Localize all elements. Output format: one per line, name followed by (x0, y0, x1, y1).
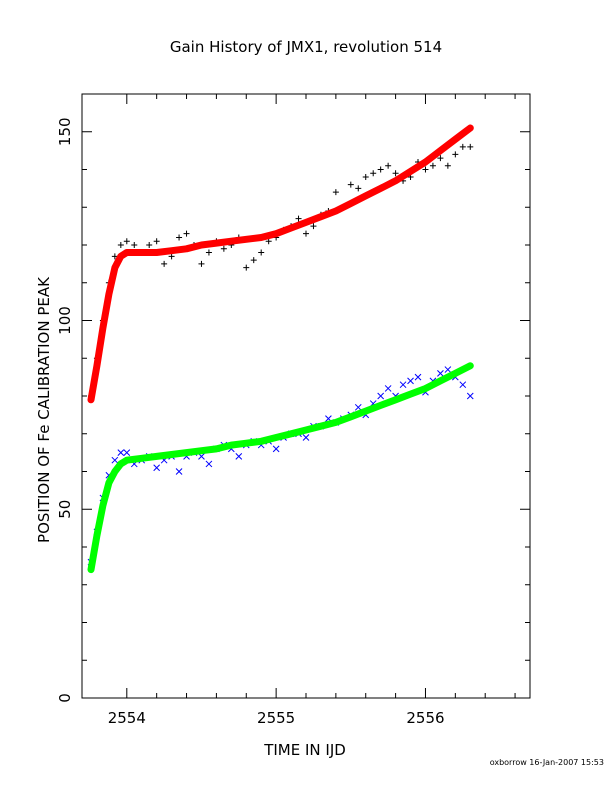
data-point-0 (459, 143, 466, 150)
data-point-0 (131, 242, 138, 248)
data-point-0 (161, 260, 168, 267)
data-point-0 (250, 257, 257, 264)
data-point-0 (295, 215, 302, 222)
data-point-0 (347, 181, 354, 188)
fit-line-1 (87, 124, 474, 404)
data-point-2 (354, 403, 362, 411)
data-point-0 (385, 162, 392, 169)
x-tick-label: 2555 (257, 709, 295, 727)
data-point-0 (303, 230, 309, 237)
data-point-2 (466, 392, 474, 400)
data-point-0 (183, 230, 190, 237)
data-point-0 (123, 238, 130, 245)
data-point-0 (198, 260, 205, 267)
data-point-2 (437, 369, 444, 377)
data-point-0 (392, 170, 399, 177)
data-point-0 (146, 242, 153, 248)
data-point-0 (437, 155, 444, 162)
data-point-0 (258, 249, 265, 256)
data-point-2 (414, 373, 422, 381)
data-point-2 (407, 377, 414, 385)
data-point-2 (302, 434, 310, 441)
x-tick-label: 2556 (406, 709, 444, 727)
data-point-0 (452, 151, 459, 158)
x-tick-label: 2554 (108, 709, 146, 727)
data-point-2 (235, 453, 243, 460)
y-axis-label: POSITION OF Fe CALIBRATION PEAK (35, 276, 53, 543)
data-point-2 (175, 468, 183, 475)
data-point-2 (153, 464, 161, 472)
data-point-2 (272, 445, 280, 453)
data-point-0 (467, 143, 474, 150)
data-point-2 (123, 449, 131, 456)
y-tick-label: 50 (56, 500, 74, 519)
data-point-0 (370, 170, 377, 177)
data-point-2 (384, 385, 392, 392)
data-point-0 (117, 242, 124, 248)
data-point-0 (243, 264, 250, 271)
data-point-2 (111, 456, 119, 464)
data-point-0 (377, 166, 384, 173)
data-point-2 (205, 460, 213, 468)
data-point-0 (176, 234, 183, 241)
data-point-0 (355, 185, 362, 192)
timestamp-footer: oxborrow 16-Jan-2007 15:53 (489, 758, 604, 767)
data-point-2 (377, 392, 385, 400)
data-point-0 (362, 174, 369, 181)
data-point-0 (422, 166, 429, 173)
data-point-0 (444, 162, 451, 169)
x-axis-label: TIME IN IJD (263, 741, 346, 759)
data-point-0 (168, 253, 175, 260)
fit-line-3 (87, 362, 474, 574)
y-tick-label: 150 (56, 117, 74, 146)
plot-frame (81, 93, 531, 699)
data-point-0 (429, 162, 436, 169)
data-point-0 (332, 189, 339, 196)
data-point-0 (265, 238, 272, 245)
data-point-0 (220, 245, 227, 252)
data-marks (87, 124, 474, 574)
axis-ticks: 0 50 100 150 2554 2555 2556 (56, 93, 530, 727)
y-tick-label: 100 (56, 306, 74, 335)
chart-title: Gain History of JMX1, revolution 514 (170, 38, 442, 56)
data-point-2 (444, 366, 452, 373)
y-tick-label: 0 (56, 693, 74, 703)
data-point-2 (459, 381, 467, 389)
data-point-0 (205, 249, 212, 256)
data-point-2 (399, 381, 407, 389)
data-point-0 (310, 223, 317, 230)
data-point-0 (153, 238, 160, 245)
data-point-2 (117, 449, 125, 456)
